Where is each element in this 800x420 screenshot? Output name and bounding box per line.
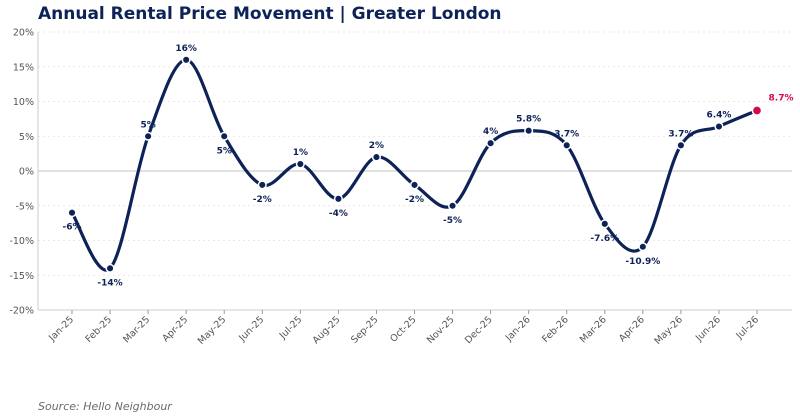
y-tick-label: 0% bbox=[19, 167, 34, 178]
x-tick-label: Jan-26 bbox=[503, 314, 533, 344]
data-point bbox=[448, 201, 458, 211]
highlight-label: 8.7% bbox=[769, 94, 794, 104]
data-label: 1% bbox=[293, 148, 308, 158]
data-label: 2% bbox=[369, 141, 384, 151]
data-point bbox=[257, 180, 267, 190]
x-tick-label: Apr-26 bbox=[617, 314, 647, 344]
source-note: Source: Hello Neighbour bbox=[38, 400, 172, 413]
y-tick-label: -5% bbox=[16, 201, 35, 212]
data-point bbox=[333, 194, 343, 204]
y-tick-label: -10% bbox=[9, 236, 34, 247]
x-tick-label: Jun-26 bbox=[693, 314, 723, 344]
data-point bbox=[105, 263, 115, 273]
data-point bbox=[409, 180, 420, 190]
data-point bbox=[638, 242, 648, 252]
data-point bbox=[600, 219, 610, 229]
x-tick-label: Mar-26 bbox=[578, 314, 609, 345]
data-label: -4% bbox=[329, 209, 348, 219]
data-point bbox=[295, 159, 305, 169]
data-label: -6% bbox=[62, 223, 81, 233]
x-tick-label: Feb-25 bbox=[84, 314, 115, 345]
series-line bbox=[70, 58, 759, 272]
x-tick-label: Oct-25 bbox=[388, 314, 418, 344]
x-tick-label: Jan-25 bbox=[46, 314, 76, 344]
x-tick-label: Dec-25 bbox=[463, 314, 495, 346]
data-label: 6.4% bbox=[706, 111, 731, 121]
data-point bbox=[524, 126, 534, 136]
data-point bbox=[714, 121, 724, 132]
y-tick-label: 5% bbox=[19, 132, 34, 143]
data-label: -5% bbox=[443, 216, 462, 226]
x-tick-label: Apr-25 bbox=[160, 314, 190, 344]
data-label: -7.6% bbox=[590, 234, 619, 244]
data-point bbox=[371, 152, 381, 162]
chart-title: Annual Rental Price Movement | Greater L… bbox=[38, 4, 502, 24]
highlight-point bbox=[751, 105, 763, 116]
data-point bbox=[67, 208, 77, 218]
data-label: 3.7% bbox=[554, 129, 579, 139]
data-label: 5.8% bbox=[516, 115, 541, 125]
data-label: -2% bbox=[405, 195, 424, 205]
x-tick-label: Jul-26 bbox=[734, 314, 762, 342]
data-label: 5% bbox=[140, 120, 155, 130]
x-tick-label: Aug-25 bbox=[311, 314, 343, 346]
y-tick-label: 20% bbox=[13, 28, 34, 39]
x-tick-label: Mar-25 bbox=[121, 314, 152, 345]
data-point bbox=[486, 138, 496, 148]
data-label: -2% bbox=[253, 195, 272, 205]
y-tick-label: 10% bbox=[13, 97, 34, 108]
data-label: 4% bbox=[483, 127, 498, 137]
data-label: 16% bbox=[175, 44, 197, 54]
x-tick-label: Nov-25 bbox=[425, 314, 457, 346]
data-label: -14% bbox=[97, 278, 122, 288]
x-tick-label: May-25 bbox=[196, 314, 229, 347]
y-tick-label: -20% bbox=[9, 306, 34, 317]
data-point bbox=[143, 131, 153, 141]
y-tick-label: -15% bbox=[9, 271, 34, 282]
data-point bbox=[676, 140, 686, 150]
data-point bbox=[181, 55, 191, 65]
x-tick-label: May-26 bbox=[652, 314, 685, 347]
data-point bbox=[562, 140, 572, 150]
x-tick-label: Feb-26 bbox=[540, 314, 571, 345]
y-tick-label: 15% bbox=[13, 62, 34, 73]
data-label: 5% bbox=[217, 146, 232, 156]
x-tick-label: Jul-25 bbox=[277, 314, 305, 342]
x-tick-label: Sep-25 bbox=[349, 314, 380, 345]
data-point bbox=[219, 131, 229, 141]
x-tick-label: Jun-25 bbox=[236, 314, 266, 344]
data-label: -10.9% bbox=[625, 257, 660, 267]
data-label: 3.7% bbox=[668, 129, 693, 139]
